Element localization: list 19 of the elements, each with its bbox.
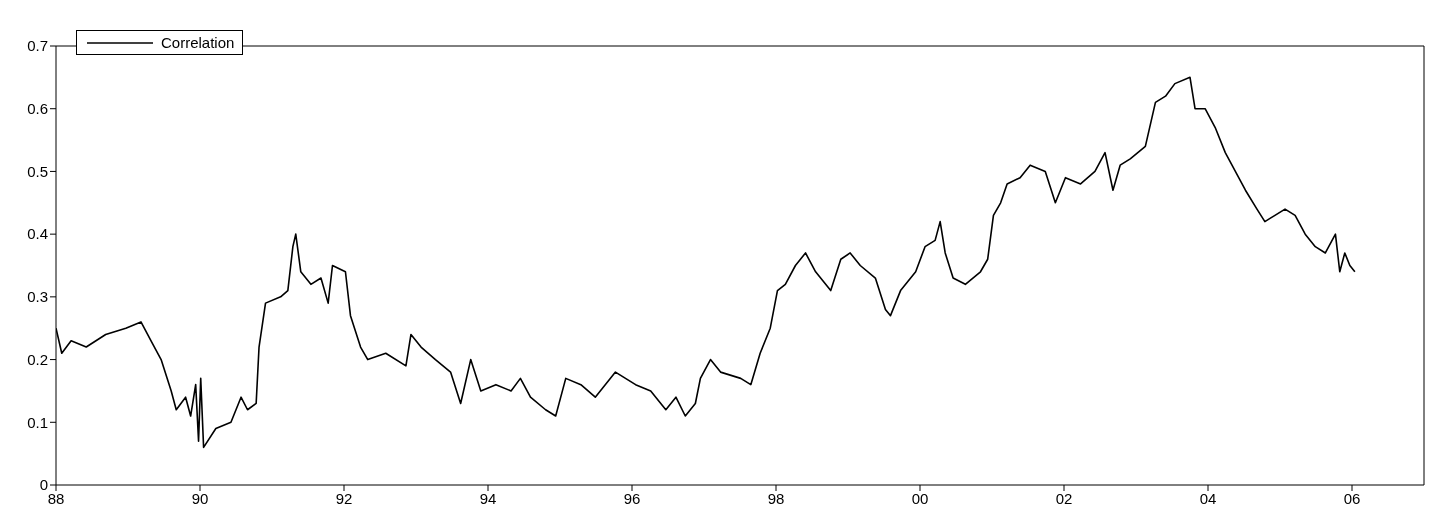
x-tick-label: 92 [335, 489, 353, 507]
x-tick-label: 94 [479, 489, 497, 507]
y-tick-label: 0.7 [27, 37, 48, 55]
y-tick-label: 0.4 [27, 225, 48, 243]
x-tick-label: 98 [767, 489, 785, 507]
y-tick-label: 0.6 [27, 100, 48, 118]
y-tick-label: 0.1 [27, 413, 48, 431]
y-tick-label: 0.5 [27, 162, 48, 180]
legend-label: Correlation [161, 34, 235, 51]
x-tick-label: 02 [1055, 489, 1073, 507]
x-tick-label: 06 [1343, 489, 1361, 507]
x-tick-label: 90 [191, 489, 209, 507]
x-tick-label: 00 [911, 489, 929, 507]
x-tick-label: 88 [47, 489, 65, 507]
y-tick-label: 0.3 [27, 288, 48, 306]
y-tick-label: 0 [39, 476, 48, 494]
y-tick-label: 0.2 [27, 350, 48, 368]
x-tick-label: 96 [623, 489, 641, 507]
x-tick-label: 04 [1199, 489, 1217, 507]
